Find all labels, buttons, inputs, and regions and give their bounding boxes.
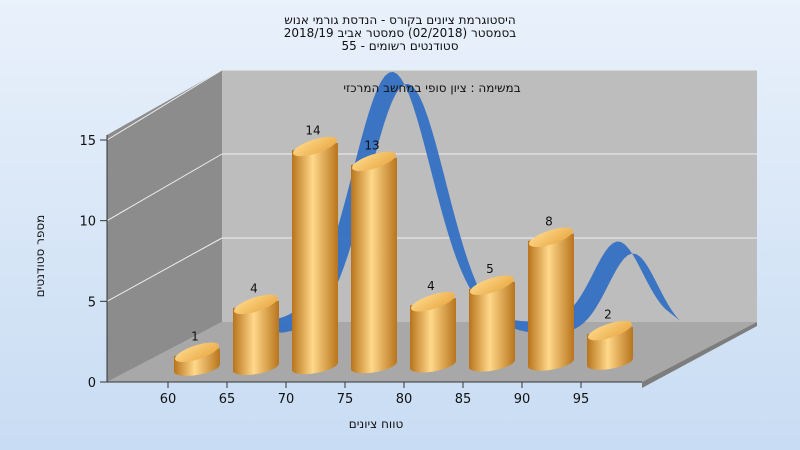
floor-edge — [642, 322, 757, 388]
chart-title-line-2: בסמסטר (02/2018) סמסטר אביב 2018/19 — [283, 26, 517, 40]
x-tick-label: 90 — [514, 392, 531, 407]
data-label: 1 — [191, 329, 199, 343]
x-tick-label: 85 — [455, 392, 472, 407]
bar-body — [469, 281, 515, 372]
y-axis-label: מספר סטודנטים — [33, 215, 47, 298]
data-label: 13 — [364, 138, 379, 152]
bar: 1 — [174, 329, 220, 376]
left-wall — [107, 70, 222, 382]
bar-cap — [175, 342, 219, 363]
y-tick-label: 10 — [79, 215, 96, 230]
y-axis-ticks: 0 5 10 15 — [79, 134, 108, 391]
bar: 8 — [528, 214, 574, 371]
bar: 5 — [469, 262, 515, 372]
x-axis-ticks: 60 65 70 75 80 85 90 95 — [107, 381, 642, 407]
chart-title-line-3: סטודנטים רשומים - 55 — [341, 39, 459, 53]
data-label: 4 — [250, 281, 258, 295]
bar-cap — [470, 275, 514, 295]
curve-ribbon — [265, 71, 680, 334]
bar-cap — [529, 227, 573, 247]
gridline — [106, 69, 223, 141]
data-label: 5 — [486, 262, 494, 276]
x-tick-label: 95 — [573, 392, 590, 407]
data-label: 4 — [427, 279, 435, 293]
bar-body — [528, 233, 574, 371]
x-tick-label: 80 — [396, 392, 413, 407]
data-label: 14 — [305, 123, 320, 137]
bar-cap — [352, 151, 396, 172]
bar: 4 — [233, 281, 279, 376]
bar-cap — [234, 294, 278, 315]
bar: 4 — [410, 279, 456, 373]
bar-cap — [588, 320, 632, 341]
gridline — [106, 153, 223, 222]
chart-annotation: במשימה : ציון סופי במחשב המרכזי — [343, 81, 520, 95]
distribution-curve — [265, 71, 680, 334]
chart-title-line-1: היסטוגרמת ציונים בקורס - הנדסת גורמי אנו… — [284, 13, 516, 27]
bar-body — [233, 300, 279, 376]
bar-cap — [293, 136, 337, 157]
y-tick-label: 15 — [79, 134, 96, 149]
x-tick-label: 75 — [337, 392, 354, 407]
bar: 14 — [292, 123, 338, 375]
bar: 2 — [587, 308, 633, 370]
data-label: 2 — [604, 308, 612, 322]
bar-body — [410, 298, 456, 373]
x-tick-label: 65 — [219, 392, 236, 407]
y-tick-label: 0 — [88, 376, 96, 391]
bar-cap — [411, 292, 455, 312]
data-label: 8 — [545, 214, 553, 228]
x-axis-label: טווח ציונים — [349, 417, 404, 431]
bar-body — [292, 142, 338, 375]
x-tick-label: 60 — [160, 392, 177, 407]
gridline — [106, 237, 223, 302]
bar: 13 — [351, 138, 397, 374]
x-tick-label: 70 — [278, 392, 295, 407]
bar-body — [351, 157, 397, 374]
y-tick-label: 5 — [88, 295, 96, 310]
